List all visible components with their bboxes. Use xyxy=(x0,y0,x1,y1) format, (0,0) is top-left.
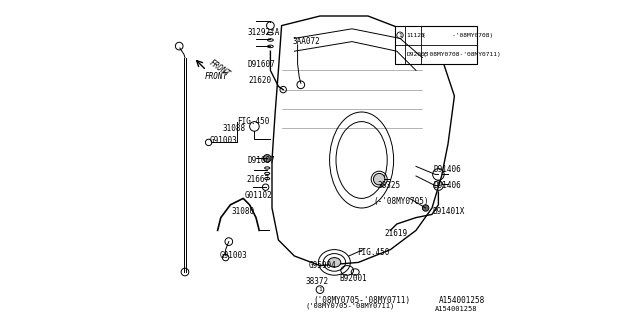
Text: 21667: 21667 xyxy=(246,175,269,184)
Text: D91406: D91406 xyxy=(434,181,461,190)
Ellipse shape xyxy=(328,258,340,267)
Text: 38325: 38325 xyxy=(378,181,401,190)
Text: 31080: 31080 xyxy=(232,207,255,216)
Text: D91607: D91607 xyxy=(248,156,276,164)
Text: A154001258: A154001258 xyxy=(438,296,484,305)
Text: B92001: B92001 xyxy=(339,274,367,283)
Text: FRONT: FRONT xyxy=(207,58,232,79)
Text: ('08MY0708-'08MY0711): ('08MY0708-'08MY0711) xyxy=(422,52,501,57)
PathPatch shape xyxy=(272,16,454,266)
Circle shape xyxy=(264,155,271,162)
Text: D92005: D92005 xyxy=(406,52,429,57)
FancyBboxPatch shape xyxy=(396,26,477,64)
Text: 1: 1 xyxy=(398,33,402,38)
Text: FIG.450: FIG.450 xyxy=(237,117,269,126)
Text: 1: 1 xyxy=(318,287,322,292)
Circle shape xyxy=(374,173,385,185)
Text: (       -'08MY0708): ( -'08MY0708) xyxy=(422,33,493,38)
Text: D91406: D91406 xyxy=(434,165,461,174)
Text: ('08MY0705-'08MY0711): ('08MY0705-'08MY0711) xyxy=(314,296,411,305)
Circle shape xyxy=(422,205,429,211)
Text: (-'08MY0705): (-'08MY0705) xyxy=(374,197,429,206)
Text: 11126: 11126 xyxy=(406,33,425,38)
Text: 21619: 21619 xyxy=(384,229,407,238)
Text: G01102: G01102 xyxy=(245,191,273,200)
Text: 31292*A: 31292*A xyxy=(248,28,280,36)
Text: D91607: D91607 xyxy=(248,60,276,68)
Text: 3AA072: 3AA072 xyxy=(292,37,321,46)
Text: ('08MY0705-'08MY0711): ('08MY0705-'08MY0711) xyxy=(306,302,395,309)
Text: G91003: G91003 xyxy=(210,136,237,145)
Text: B91401X: B91401X xyxy=(432,207,465,216)
Text: G91003: G91003 xyxy=(219,252,247,260)
Text: 31088: 31088 xyxy=(223,124,246,132)
Text: FIG.450: FIG.450 xyxy=(357,248,389,257)
Text: A154001258: A154001258 xyxy=(435,306,477,312)
Text: 21620: 21620 xyxy=(248,76,271,84)
Text: 38372: 38372 xyxy=(306,277,329,286)
Text: G95904: G95904 xyxy=(309,261,337,270)
Text: FRONT: FRONT xyxy=(205,72,228,81)
